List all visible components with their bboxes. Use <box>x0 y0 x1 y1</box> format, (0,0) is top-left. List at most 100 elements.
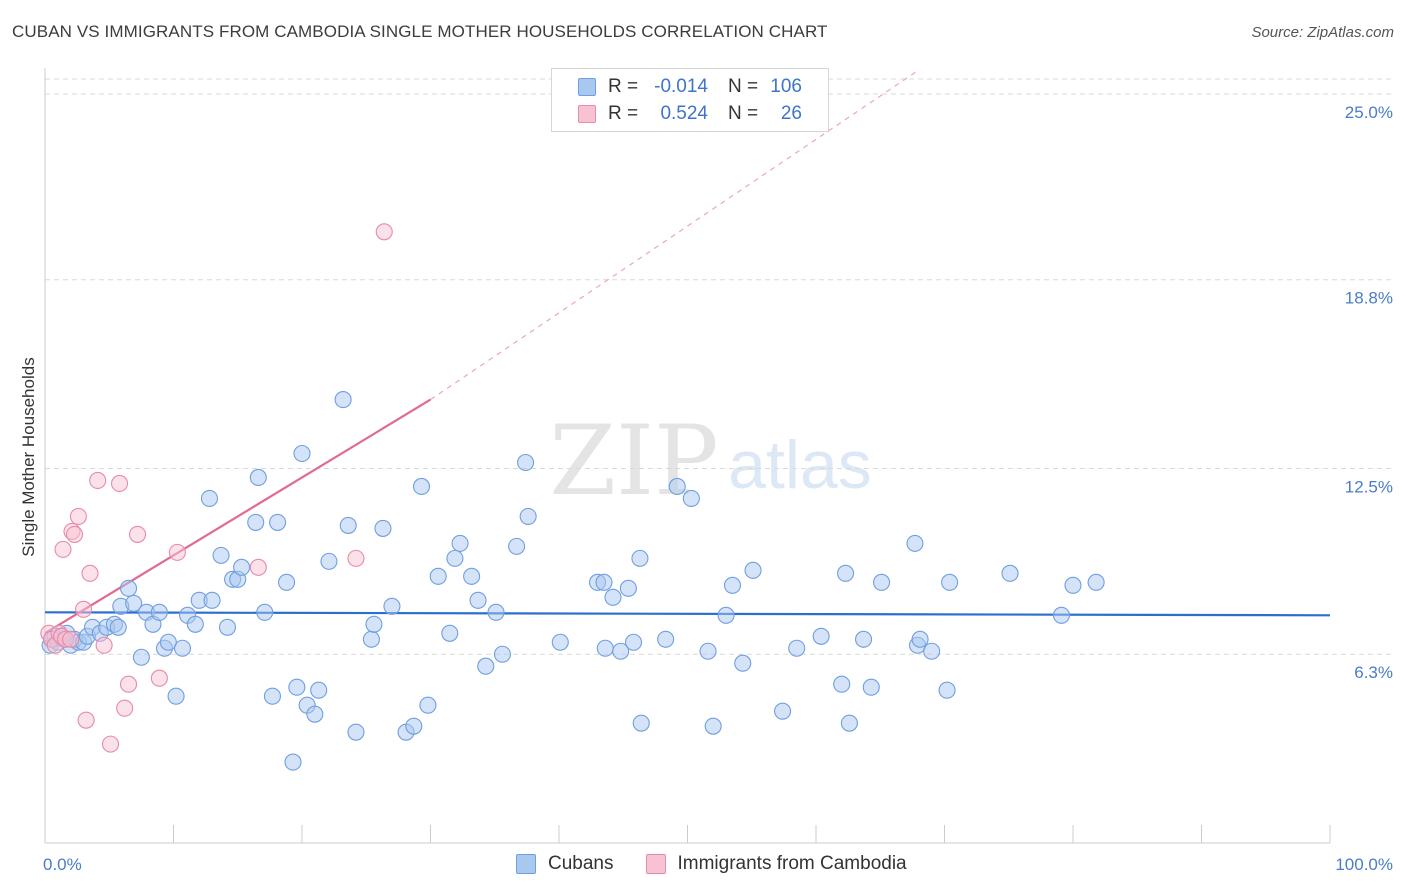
point-cubans <box>441 624 459 642</box>
legend-n-value: 26 <box>780 103 802 124</box>
point-cubans <box>218 618 237 636</box>
point-cubans <box>278 573 296 591</box>
point-cubans <box>788 639 806 657</box>
point-cubans <box>744 561 762 579</box>
legend-swatch-cubans <box>516 854 536 874</box>
point-cubans <box>233 558 251 576</box>
point-cubans <box>519 507 537 525</box>
legend-row-cambodia: R = 0.524 N = 26 <box>578 102 802 126</box>
legend-row-cubans: R = -0.014 N = 106 <box>578 75 802 99</box>
point-cubans <box>167 687 185 705</box>
point-cubans <box>159 633 177 651</box>
point-cubans <box>487 603 505 621</box>
point-cubans <box>493 645 512 663</box>
legend-n-label: N = <box>728 76 759 97</box>
point-cubans <box>288 678 306 696</box>
legend-swatch-cubans <box>578 78 596 96</box>
point-cubans <box>284 753 302 771</box>
legend-r-value: -0.014 <box>654 76 708 97</box>
point-cambodia <box>110 474 129 493</box>
point-cubans <box>477 657 495 675</box>
point-cambodia <box>116 699 134 717</box>
legend-item-cambodia[interactable]: Immigrants from Cambodia <box>645 853 907 875</box>
point-cambodia <box>150 669 168 687</box>
point-cambodia <box>119 675 138 693</box>
point-cubans <box>212 546 230 564</box>
point-cubans <box>1064 576 1082 594</box>
legend-item-cubans[interactable]: Cubans <box>516 853 614 875</box>
trend-lines <box>44 69 1331 635</box>
axes <box>44 68 1331 844</box>
point-cubans <box>150 603 168 621</box>
point-cambodia <box>168 543 186 561</box>
point-cambodia <box>66 525 84 543</box>
point-cubans <box>374 519 392 537</box>
point-cubans <box>339 516 357 534</box>
point-cubans <box>119 579 138 597</box>
legend-n-label: N = <box>728 103 759 124</box>
point-cambodia <box>95 636 113 654</box>
point-cubans <box>310 681 328 699</box>
legend-label-cubans: Cubans <box>548 853 614 874</box>
point-cubans <box>508 537 526 555</box>
point-cubans <box>837 564 855 582</box>
point-cubans <box>911 630 929 648</box>
point-cubans <box>596 639 614 657</box>
point-cubans <box>723 576 742 594</box>
point-cubans <box>249 468 267 487</box>
y-tick-label: 25.0% <box>1345 103 1393 122</box>
point-cubans <box>668 477 686 496</box>
point-cubans <box>774 702 792 720</box>
point-cubans <box>347 723 365 741</box>
point-cubans <box>200 489 219 507</box>
point-cambodia <box>89 471 107 490</box>
point-cubans <box>612 642 630 660</box>
point-cambodia <box>375 223 393 241</box>
point-cubans <box>699 642 717 660</box>
point-cubans <box>269 513 287 531</box>
legend-r-label: R = <box>608 103 639 124</box>
y-tick-label: 18.8% <box>1345 289 1393 308</box>
point-cubans <box>365 615 383 633</box>
point-cambodia <box>347 549 365 567</box>
point-cubans <box>812 627 830 645</box>
point-cubans <box>734 654 752 672</box>
y-axis-title: Single Mother Households <box>19 357 38 556</box>
point-cubans <box>906 534 924 552</box>
point-cubans <box>469 591 487 609</box>
point-cubans <box>109 618 127 636</box>
point-cubans <box>854 630 873 648</box>
y-tick-label: 6.3% <box>1354 663 1393 682</box>
point-cubans <box>1001 564 1019 582</box>
legend-label-cambodia: Immigrants from Cambodia <box>677 853 907 874</box>
point-cubans <box>833 675 851 693</box>
legend-n-value: 106 <box>770 76 802 97</box>
y-tick-label: 12.5% <box>1345 477 1393 496</box>
point-cubans <box>551 633 569 651</box>
legend-r-value: 0.524 <box>660 103 708 124</box>
point-cubans <box>412 477 431 496</box>
point-cubans <box>632 714 650 732</box>
point-cubans <box>451 534 469 552</box>
point-cubans <box>872 573 891 591</box>
point-cubans <box>1052 606 1070 624</box>
point-cubans <box>624 633 643 651</box>
data-points <box>40 223 1105 771</box>
watermark-atlas: atlas <box>728 427 872 503</box>
point-cubans <box>320 552 338 570</box>
chart-title: CUBAN VS IMMIGRANTS FROM CAMBODIA SINGLE… <box>12 22 828 41</box>
point-cubans <box>125 594 143 612</box>
tick-labels: 6.3% 12.5% 18.8% 25.0% 0.0% 100.0% Single Moth… <box>19 103 1393 874</box>
point-cubans <box>383 597 401 615</box>
point-cambodia <box>101 735 120 753</box>
point-cubans <box>247 513 265 531</box>
point-cubans <box>941 573 959 591</box>
point-cubans <box>923 642 941 660</box>
point-cubans <box>334 391 352 409</box>
point-cambodia <box>75 600 93 618</box>
point-cubans <box>840 714 858 732</box>
legend-swatch-cambodia <box>645 854 666 874</box>
point-cubans <box>293 444 311 463</box>
point-cubans <box>657 630 675 648</box>
